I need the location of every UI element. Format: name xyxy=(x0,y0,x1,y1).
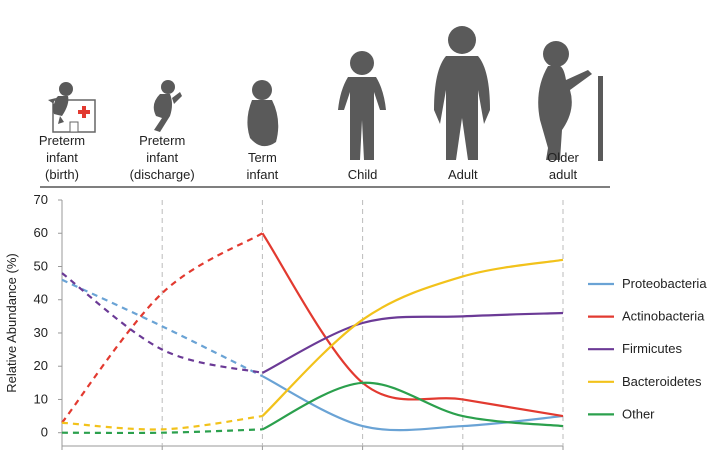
series-line xyxy=(261,375,564,432)
stage-label-line: Term xyxy=(248,150,277,165)
baby-head xyxy=(161,80,175,94)
y-tick-label: 30 xyxy=(34,325,48,340)
series-line xyxy=(261,258,564,417)
older-head xyxy=(543,41,569,67)
cane xyxy=(598,76,603,161)
baby-body xyxy=(153,92,182,132)
series-line xyxy=(61,428,263,435)
series-line xyxy=(61,272,263,374)
y-axis-label: Relative Abundance (%) xyxy=(4,253,19,392)
series-line xyxy=(261,381,564,431)
y-tick-label: 40 xyxy=(34,292,48,307)
baby-head xyxy=(59,82,73,96)
y-tick-label: 70 xyxy=(34,192,48,207)
stage-label-line: infant xyxy=(246,167,278,182)
silhouettes xyxy=(48,26,603,161)
stage-label-line: infant xyxy=(146,150,178,165)
infant-body xyxy=(247,100,279,147)
stage-label-line: infant xyxy=(46,150,78,165)
legend-label: Firmicutes xyxy=(622,341,682,356)
y-tick-label: 50 xyxy=(34,258,48,273)
incubator-door xyxy=(69,121,79,133)
child-head xyxy=(350,51,374,75)
stage-label-line: Preterm xyxy=(139,133,185,148)
series-line xyxy=(61,232,263,424)
child-body xyxy=(338,77,386,160)
stage-label: Preterm infant (birth) xyxy=(39,133,85,182)
legend-label: Bacteroidetes xyxy=(622,374,702,389)
stage-label-line: (birth) xyxy=(45,167,79,182)
stage-label: Preterm infant (discharge) xyxy=(130,133,195,182)
stage-label-line: Adult xyxy=(448,167,478,182)
stage-label-line: Older xyxy=(547,150,579,165)
series-line xyxy=(61,278,263,378)
red-cross xyxy=(78,106,90,118)
series-line xyxy=(61,414,263,431)
older-body xyxy=(538,66,592,160)
stage-label: Older adult xyxy=(547,150,579,182)
stage-label-line: (discharge) xyxy=(130,167,195,182)
adult-head xyxy=(448,26,476,54)
baby-body xyxy=(48,96,69,124)
y-tick-label: 0 xyxy=(41,425,48,440)
stage-label: Adult xyxy=(448,167,478,182)
adult-body xyxy=(434,56,490,160)
y-tick-label: 20 xyxy=(34,358,48,373)
legend-label: Actinobacteria xyxy=(622,309,705,324)
infant-head xyxy=(252,80,272,100)
y-tick-label: 10 xyxy=(34,391,48,406)
stage-label: Child xyxy=(348,167,378,182)
stage-label-line: adult xyxy=(549,167,578,182)
y-tick-label: 60 xyxy=(34,225,48,240)
stage-label-line: Preterm xyxy=(39,133,85,148)
stage-label: Term infant xyxy=(246,150,278,182)
stage-label-line: Child xyxy=(348,167,378,182)
legend-label: Other xyxy=(622,406,655,421)
series-line xyxy=(261,311,564,374)
series-line xyxy=(261,232,564,418)
legend-label: Proteobacteria xyxy=(622,276,707,291)
